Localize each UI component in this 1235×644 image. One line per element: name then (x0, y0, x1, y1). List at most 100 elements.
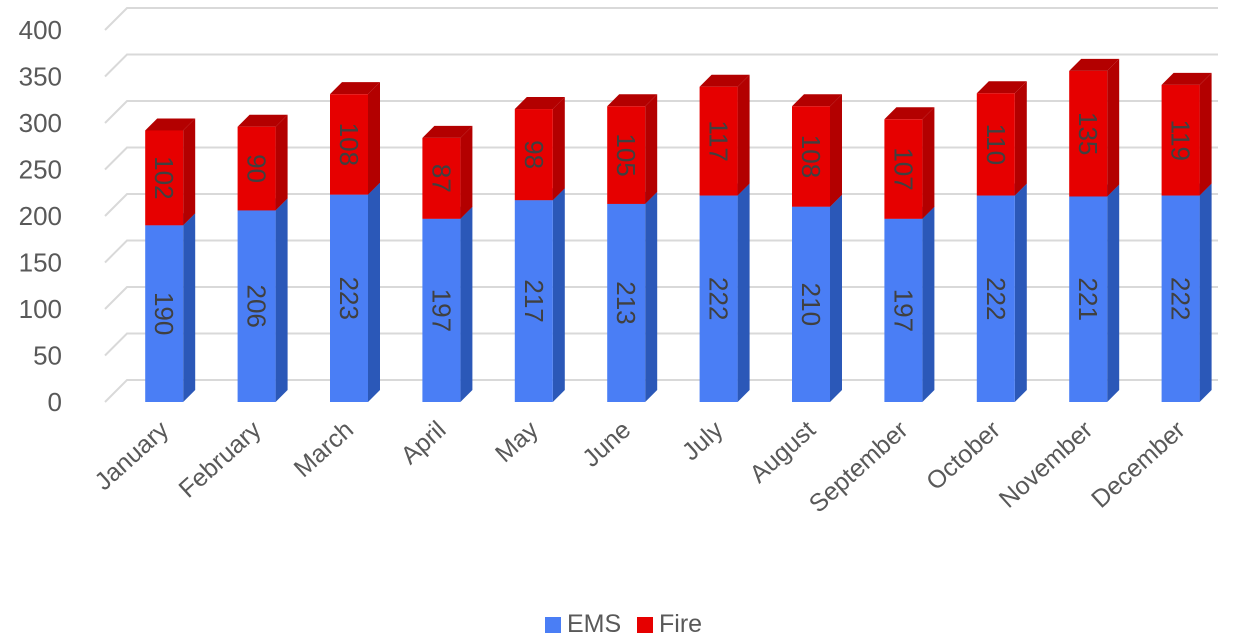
bar-fire-february (237, 114, 288, 211)
data-label-fire: 90 (242, 154, 272, 183)
bar-fire-april (422, 125, 473, 219)
bar-ems-october (976, 183, 1027, 402)
data-label-fire: 108 (796, 135, 826, 178)
bar-side-face (183, 118, 196, 226)
bar-top-face (330, 82, 380, 95)
bar-side-face (922, 206, 935, 402)
bar-fire-march (330, 82, 380, 195)
y-tick-label: 150 (19, 248, 62, 278)
bar-front-face (145, 225, 184, 402)
bar-side-face (1107, 184, 1120, 402)
data-label-fire: 119 (1166, 119, 1196, 160)
y-axis-ticks: 0 50 100 150 200 250 300 350 400 (19, 15, 62, 417)
data-label-fire: 98 (519, 140, 549, 169)
data-label-fire: 135 (1073, 112, 1103, 155)
x-category-label: July (677, 415, 729, 466)
data-label-ems: 213 (611, 281, 641, 324)
bar-fire-january (145, 118, 196, 226)
bar-front-face (422, 218, 461, 402)
bar-top-face (976, 81, 1027, 94)
data-label-ems: 190 (149, 292, 179, 335)
bar-front-face (792, 106, 830, 207)
gridline (104, 100, 1218, 124)
bar-front-face (145, 130, 184, 226)
data-label-ems: 210 (796, 283, 826, 326)
legend-item-fire: Fire (637, 610, 702, 638)
bar-fire-november (1069, 58, 1120, 197)
bar-side-face (460, 125, 473, 219)
data-label-ems: 206 (242, 285, 272, 328)
gridline (104, 7, 1218, 31)
bar-front-face (422, 137, 461, 219)
bar-ems-august (792, 194, 842, 402)
y-tick-label: 100 (19, 294, 62, 324)
bar-fire-may (514, 97, 565, 201)
bar-front-face (607, 106, 646, 204)
bar-fire-july (699, 74, 750, 196)
bar-side-face (645, 94, 658, 204)
bar-top-face (145, 118, 196, 131)
bar-front-face (1069, 196, 1108, 402)
bar-front-face (884, 119, 923, 219)
bar-side-face (552, 97, 565, 201)
bar-top-face (237, 114, 288, 127)
bar-fire-june (607, 94, 658, 204)
legend-label: Fire (659, 610, 702, 638)
bar-top-face (792, 94, 842, 107)
bar-front-face (792, 206, 830, 402)
bar-front-face (330, 194, 368, 402)
bar-side-face (552, 188, 565, 402)
data-label-fire: 107 (888, 147, 918, 190)
x-category-label: February (174, 415, 267, 503)
data-label-fire: 105 (611, 133, 641, 176)
legend: EMS Fire (545, 610, 702, 638)
bar-side-face (1199, 183, 1212, 402)
bar-side-face (275, 198, 288, 402)
bar-front-face (1161, 195, 1200, 402)
bar-side-face (645, 191, 658, 402)
gridline (104, 332, 1218, 357)
data-label-fire: 117 (704, 120, 734, 161)
bar-side-face (183, 213, 196, 402)
x-category-label: June (577, 416, 636, 473)
bar-ems-december (1161, 183, 1212, 402)
x-category-label: August (744, 416, 821, 489)
bar-side-face (737, 74, 750, 196)
bar-side-face (1107, 58, 1120, 197)
bar-side-face (368, 182, 380, 402)
legend-swatch (545, 617, 561, 633)
bar-front-face (699, 86, 738, 196)
bar-top-face (422, 125, 473, 138)
bar-front-face (884, 218, 923, 402)
bar-front-face (237, 126, 276, 211)
gridline (104, 193, 1218, 217)
bar-front-face (607, 203, 646, 402)
legend-label: EMS (567, 610, 621, 638)
data-label-ems: 222 (1166, 277, 1196, 320)
x-category-label: March (289, 416, 359, 483)
bar-ems-may (514, 188, 565, 402)
gridlines (104, 7, 1218, 403)
gridline (104, 146, 1218, 171)
data-label-fire: 102 (149, 156, 179, 199)
bar-front-face (514, 200, 553, 402)
bar-side-face (830, 94, 842, 207)
bar-fire-september (884, 107, 935, 219)
data-label-ems: 222 (704, 277, 734, 320)
data-label-ems: 197 (426, 289, 456, 332)
bar-top-face (884, 107, 935, 120)
x-category-label: December (1086, 416, 1190, 514)
bar-front-face (976, 93, 1015, 196)
bar-side-face (368, 82, 380, 195)
bar-top-face (607, 94, 658, 107)
data-label-ems: 222 (981, 277, 1011, 320)
bar-side-face (830, 194, 842, 402)
x-category-label: October (921, 416, 1006, 496)
y-tick-label: 0 (48, 387, 62, 417)
y-tick-label: 300 (19, 108, 62, 138)
bar-side-face (1014, 183, 1027, 402)
bar-side-face (275, 114, 288, 211)
x-category-label: November (994, 416, 1098, 514)
bar-front-face (1161, 84, 1200, 196)
